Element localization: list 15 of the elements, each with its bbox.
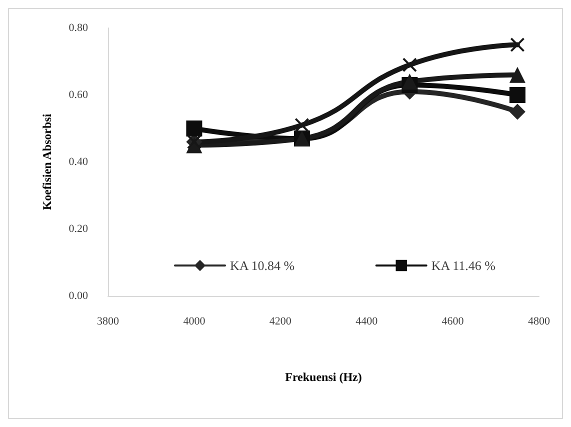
x-axis-title: Frekuensi (Hz) — [285, 370, 362, 384]
x-tick-label: 4400 — [356, 316, 378, 328]
x-tick-label: 4600 — [442, 316, 464, 328]
y-axis-title: Koefisien Absorbsi — [40, 113, 54, 210]
y-tick-label: 0.00 — [68, 290, 88, 302]
y-tick-label: 0.80 — [68, 22, 88, 34]
legend-label: KA 11.46 % — [431, 258, 496, 273]
y-tick-label: 0.60 — [68, 89, 88, 101]
x-tick-label: 4200 — [269, 316, 292, 328]
x-tick-label: 3800 — [97, 316, 120, 328]
y-tick-label: 0.40 — [68, 156, 88, 168]
legend-label: KA 10.84 % — [230, 258, 295, 273]
x-tick-label: 4000 — [183, 316, 206, 328]
x-tick-label: 4800 — [528, 316, 550, 328]
y-tick-label: 0.20 — [68, 223, 88, 235]
